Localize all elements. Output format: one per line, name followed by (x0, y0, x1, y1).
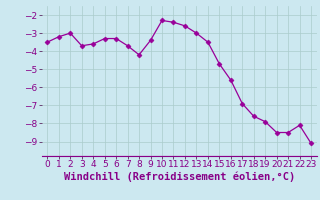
X-axis label: Windchill (Refroidissement éolien,°C): Windchill (Refroidissement éolien,°C) (64, 172, 295, 182)
